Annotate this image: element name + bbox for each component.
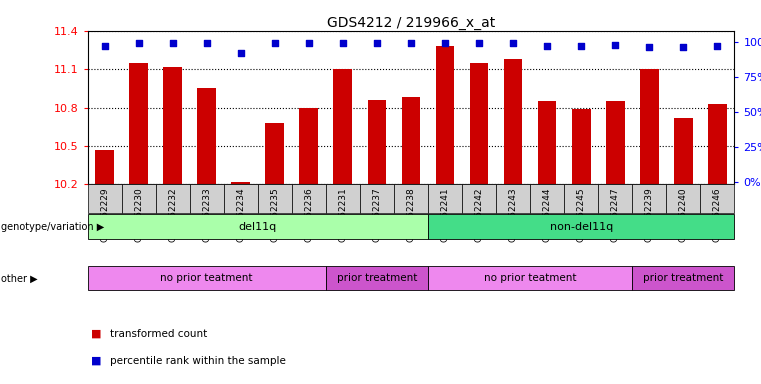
Bar (189, 184, 224, 213)
Point (677, 45, 689, 51)
Text: GSM652247: GSM652247 (611, 187, 619, 242)
Bar (224, 184, 258, 213)
Text: other ▶: other ▶ (1, 273, 37, 283)
Text: genotype/variation ▶: genotype/variation ▶ (1, 222, 104, 232)
Text: prior treatment: prior treatment (643, 273, 724, 283)
Point (167, 40, 179, 46)
Bar (333, 69, 352, 184)
Bar (122, 184, 155, 213)
Bar (530, 184, 564, 213)
Point (132, 40, 145, 46)
Text: prior treatment: prior treatment (336, 273, 417, 283)
Bar (360, 184, 394, 213)
Point (405, 40, 417, 46)
Bar (428, 266, 632, 291)
Bar (368, 100, 387, 184)
Bar (428, 184, 462, 213)
Bar (435, 46, 454, 184)
Bar (504, 59, 523, 184)
Bar (88, 184, 122, 213)
Bar (667, 184, 700, 213)
Text: GSM652246: GSM652246 (713, 187, 722, 242)
Text: GSM652238: GSM652238 (406, 187, 416, 242)
Point (337, 40, 349, 46)
Bar (326, 184, 360, 213)
Point (371, 40, 383, 46)
Bar (496, 184, 530, 213)
Bar (299, 108, 318, 184)
Bar (258, 184, 291, 213)
Bar (708, 104, 727, 184)
Text: no prior teatment: no prior teatment (161, 273, 253, 283)
Text: non-del11q: non-del11q (549, 222, 613, 232)
Bar (266, 123, 284, 184)
Bar (129, 63, 148, 184)
Text: GSM652235: GSM652235 (270, 187, 279, 242)
Bar (164, 66, 182, 184)
Point (439, 40, 451, 46)
Text: transformed count: transformed count (110, 329, 208, 339)
Bar (632, 184, 667, 213)
Text: GSM652233: GSM652233 (202, 187, 211, 242)
Bar (538, 101, 556, 184)
Point (643, 45, 655, 51)
Bar (564, 184, 598, 213)
Bar (88, 214, 428, 239)
Bar (674, 118, 693, 184)
Bar (428, 214, 734, 239)
Bar (402, 97, 420, 184)
Text: GSM652230: GSM652230 (134, 187, 143, 242)
Bar (606, 101, 625, 184)
Text: GSM652244: GSM652244 (543, 187, 552, 242)
Bar (95, 150, 114, 184)
Bar (632, 266, 734, 291)
Bar (598, 184, 632, 213)
Title: GDS4212 / 219966_x_at: GDS4212 / 219966_x_at (326, 16, 495, 30)
Bar (197, 88, 216, 184)
Bar (700, 184, 734, 213)
Point (609, 41, 621, 48)
Text: ■: ■ (91, 329, 102, 339)
Point (541, 43, 553, 49)
Point (269, 40, 281, 46)
Point (234, 50, 247, 56)
Text: GSM652234: GSM652234 (236, 187, 245, 242)
Bar (572, 109, 591, 184)
Text: ■: ■ (91, 356, 102, 366)
Text: del11q: del11q (239, 222, 277, 232)
Point (575, 43, 587, 49)
Bar (326, 266, 428, 291)
Text: GSM652243: GSM652243 (508, 187, 517, 242)
Bar (291, 184, 326, 213)
Bar (394, 184, 428, 213)
Text: GSM652237: GSM652237 (372, 187, 381, 242)
Text: GSM652229: GSM652229 (100, 187, 109, 242)
Text: GSM652245: GSM652245 (577, 187, 586, 242)
Point (507, 40, 519, 46)
Bar (462, 184, 496, 213)
Text: GSM652239: GSM652239 (645, 187, 654, 242)
Text: GSM652242: GSM652242 (475, 187, 483, 242)
Bar (231, 182, 250, 184)
Point (303, 40, 315, 46)
Text: percentile rank within the sample: percentile rank within the sample (110, 356, 286, 366)
Text: GSM652231: GSM652231 (339, 187, 347, 242)
Point (201, 40, 213, 46)
Bar (640, 69, 658, 184)
Bar (470, 63, 489, 184)
Text: GSM652241: GSM652241 (441, 187, 450, 242)
Bar (88, 266, 326, 291)
Text: GSM652232: GSM652232 (168, 187, 177, 242)
Text: GSM652240: GSM652240 (679, 187, 688, 242)
Point (473, 40, 485, 46)
Point (712, 43, 724, 49)
Bar (155, 184, 189, 213)
Text: no prior teatment: no prior teatment (484, 273, 576, 283)
Text: GSM652236: GSM652236 (304, 187, 314, 242)
Point (98, 43, 110, 49)
